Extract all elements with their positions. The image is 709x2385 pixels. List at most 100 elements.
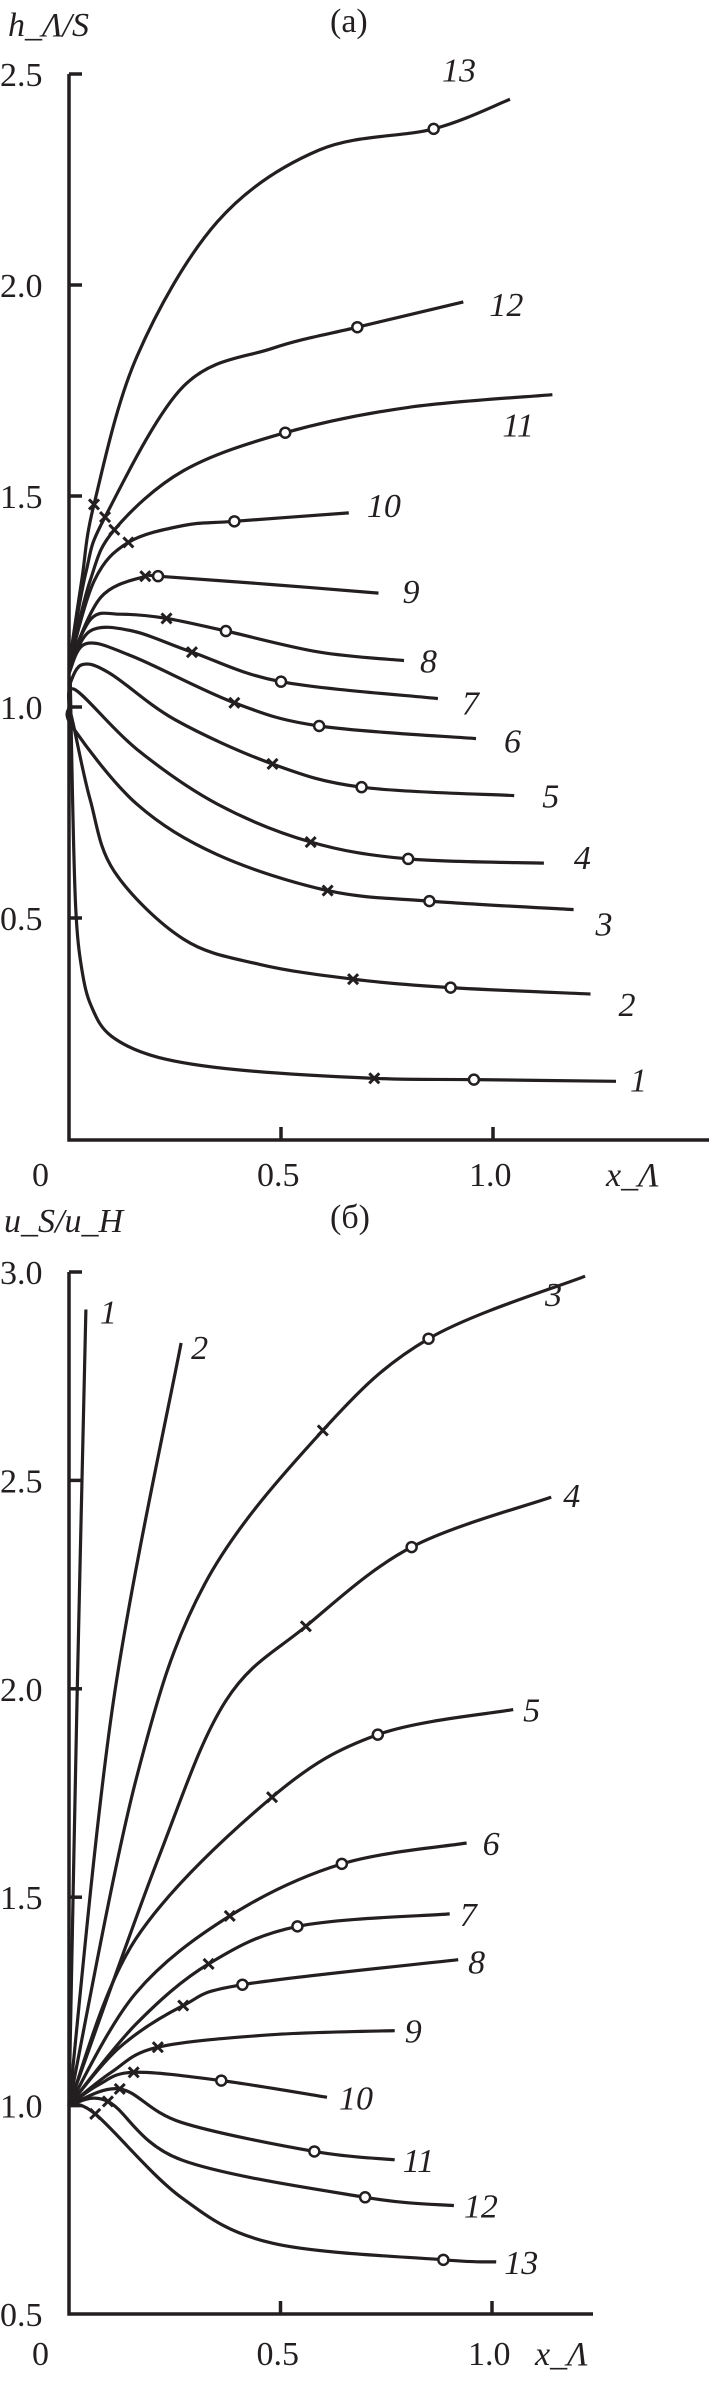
curve-label: 5 (542, 779, 559, 816)
axes (67, 1272, 593, 2316)
circle-marker (405, 1540, 418, 1554)
cross-marker (228, 696, 241, 709)
circle-marker (278, 426, 292, 439)
circle-marker (358, 2191, 372, 2204)
x-tick-label: 1.0 (468, 2336, 511, 2373)
cross-marker (368, 1072, 381, 1085)
y-tick-label: 0.5 (0, 2297, 43, 2334)
cross-marker (304, 835, 317, 849)
x-tick-label: 1.0 (469, 1157, 512, 1194)
curve-5 (67, 662, 515, 798)
y-tick-label: 1.0 (0, 2089, 43, 2126)
y-tick-label: 2.5 (0, 1463, 43, 1500)
y-tick-label: 1.5 (0, 479, 43, 516)
cross-marker (89, 2107, 102, 2121)
cross-marker (185, 646, 199, 659)
panel-a-title: (a) (330, 3, 368, 40)
cross-marker (113, 2082, 126, 2095)
curve-label: 7 (462, 686, 481, 723)
cross-marker (98, 511, 112, 524)
circle-marker (236, 1978, 249, 1991)
x-tick-label: 0.5 (257, 2336, 300, 2373)
curve-label: 12 (489, 287, 523, 324)
x-tick-label: 0 (32, 2336, 49, 2373)
circle-marker (308, 2145, 321, 2158)
panel-b-xlabel: x_Λ (534, 2336, 588, 2373)
cross-marker (101, 2095, 114, 2108)
cross-marker (127, 2066, 140, 2079)
y-tick-label: 1.0 (0, 690, 43, 727)
y-tick-label: 0.5 (0, 901, 43, 938)
circle-marker (215, 2074, 228, 2087)
x-tick-label: 0 (32, 1157, 49, 1194)
cross-marker (139, 570, 152, 583)
curve-7 (67, 625, 439, 701)
circle-marker (371, 1728, 385, 1741)
circle-marker (427, 122, 440, 136)
cross-marker (321, 884, 334, 897)
circle-marker (401, 852, 415, 866)
curve-label: 7 (460, 1897, 479, 1934)
curve-9 (68, 2029, 395, 2107)
curve-label: 5 (523, 1693, 540, 1730)
axes (67, 74, 709, 1142)
curve-1 (67, 676, 617, 1083)
curve-2 (67, 1342, 183, 2106)
circle-marker (467, 1073, 481, 1086)
curve-8 (67, 1958, 459, 2107)
curve-4 (66, 687, 544, 865)
curve-6 (67, 1841, 467, 2107)
curve-3 (67, 1274, 586, 2106)
cross-marker (108, 523, 121, 536)
circle-marker (437, 2253, 450, 2267)
curve-label: 3 (544, 1277, 562, 1314)
curve-label: 4 (574, 840, 591, 877)
curve-11 (67, 393, 553, 666)
y-tick-label: 3.0 (0, 1255, 43, 1292)
panel-b-title: (б) (330, 1199, 370, 1236)
curve-label: 9 (405, 2014, 422, 2051)
curve-9 (67, 572, 379, 666)
cross-marker (177, 1999, 190, 2012)
curve-label: 11 (403, 2143, 434, 2180)
panel-a: h_Λ/S (a) x_Λ 0.51.01.52.02.50 0.5 1.01234… (0, 3, 709, 1194)
circle-marker (219, 624, 233, 638)
y-tick-label: 1.5 (0, 1880, 43, 1917)
curve-label: 1 (100, 1295, 117, 1332)
curve-label: 9 (403, 574, 420, 611)
cross-marker (347, 973, 360, 986)
curve-label: 6 (483, 1826, 500, 1863)
panel-b-ylabel: u_S/u_H (4, 1203, 125, 1240)
circle-marker (335, 1857, 349, 1871)
curve-label: 8 (420, 644, 437, 681)
curve-1 (67, 1309, 88, 2106)
curve-2 (67, 706, 591, 996)
circle-marker (422, 1332, 435, 1345)
circle-marker (291, 1920, 304, 1933)
circle-marker (444, 981, 457, 994)
curve-12 (68, 2096, 455, 2208)
panel-b: u_S/u_H (б) x_Λ 0.51.01.52.02.53.00 0.5 1.… (0, 1199, 593, 2373)
circle-marker (228, 515, 241, 528)
curve-4 (67, 1495, 552, 2107)
panel-a-xlabel: x_Λ (605, 1157, 659, 1194)
panel-a-ylabel: h_Λ/S (8, 7, 89, 44)
curve-label: 13 (504, 2245, 538, 2282)
cross-marker (299, 1620, 312, 1633)
curve-label: 2 (619, 987, 636, 1024)
curve-label: 12 (464, 2189, 498, 2226)
y-tick-label: 2.0 (0, 268, 43, 305)
curve-label: 1 (630, 1062, 647, 1099)
circle-marker (355, 780, 368, 794)
curve-13 (67, 97, 511, 666)
curve-label: 4 (563, 1478, 580, 1515)
curve-label: 3 (595, 907, 613, 944)
curve-label: 6 (504, 724, 521, 761)
curve-label: 13 (442, 52, 476, 89)
curve-5 (67, 1708, 514, 2107)
cross-marker (87, 498, 101, 511)
curve-label: 10 (339, 2080, 373, 2117)
circle-marker (312, 719, 326, 733)
cross-marker (266, 757, 279, 771)
